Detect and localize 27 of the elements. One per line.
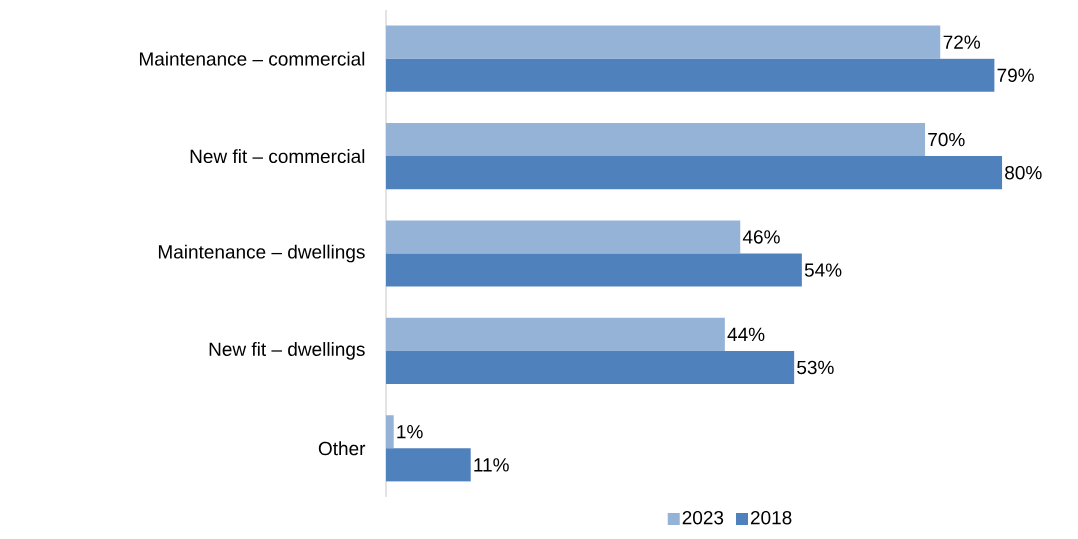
legend-label: 2018 bbox=[750, 510, 792, 525]
bar bbox=[386, 415, 394, 449]
bar bbox=[386, 350, 795, 385]
data-label: 44% bbox=[727, 327, 765, 341]
data-label: 79% bbox=[997, 68, 1034, 82]
y-tick-label: New fit – dwellings bbox=[209, 342, 365, 360]
data-label: 46% bbox=[742, 230, 780, 244]
bar bbox=[386, 448, 471, 482]
bar bbox=[386, 253, 802, 287]
bar bbox=[386, 25, 941, 59]
data-label: 80% bbox=[1005, 165, 1042, 180]
bar bbox=[386, 220, 741, 254]
data-label: 53% bbox=[797, 360, 834, 375]
data-label: 1% bbox=[397, 425, 423, 439]
bar bbox=[386, 156, 1003, 190]
bar bbox=[386, 317, 725, 351]
data-label: 11% bbox=[474, 458, 509, 472]
y-tick-label: Other bbox=[318, 441, 366, 456]
y-tick-label: Maintenance – dwellings bbox=[158, 244, 365, 263]
legend-label: 2023 bbox=[682, 510, 724, 525]
bar bbox=[386, 58, 995, 92]
data-label: 72% bbox=[943, 35, 981, 49]
y-tick-label: New fit – commercial bbox=[190, 149, 365, 164]
data-label: 70% bbox=[928, 132, 965, 147]
y-tick-label: Maintenance – commercial bbox=[139, 51, 365, 66]
data-label: 54% bbox=[804, 263, 842, 277]
bar bbox=[386, 122, 926, 157]
